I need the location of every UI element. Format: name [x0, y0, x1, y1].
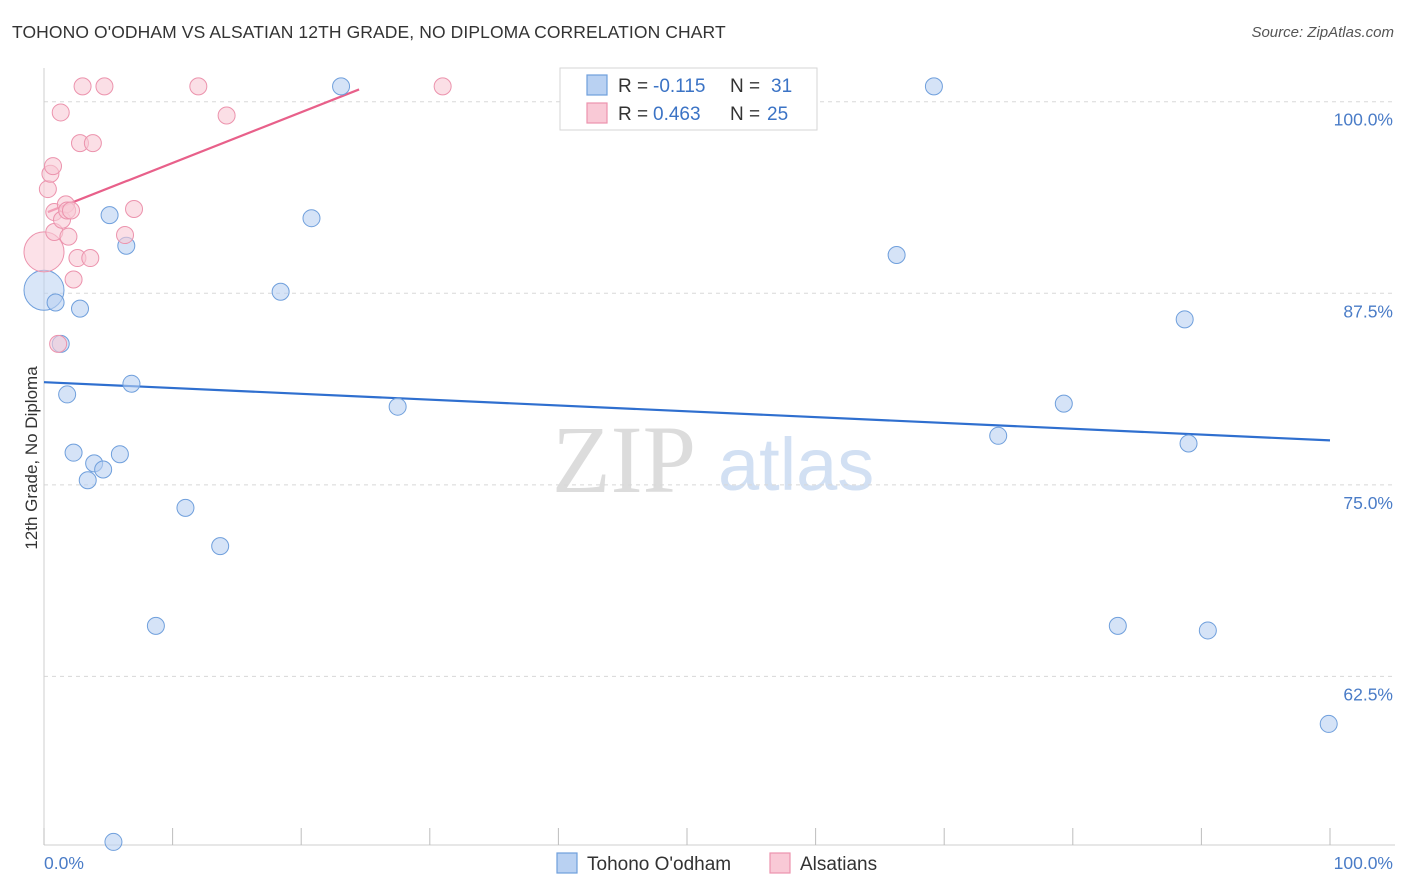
pink-point-23	[217, 106, 236, 125]
pink-point-7	[51, 103, 70, 122]
blue-point-25	[1054, 394, 1073, 413]
trend-lines	[43, 88, 1331, 442]
y-tick-label-0: 100.0%	[1334, 110, 1393, 130]
legend-swatch-pink	[586, 102, 608, 124]
blue-point-23	[924, 77, 943, 96]
pink-point-24	[433, 77, 452, 96]
pink-point-16	[73, 77, 92, 96]
blue-point-5	[71, 299, 90, 318]
blue-point-17	[271, 282, 290, 301]
chart-source: Source: ZipAtlas.com	[1251, 24, 1394, 41]
blue-point-30	[1319, 714, 1338, 733]
blue-point-16	[211, 537, 230, 556]
pink-point-20	[116, 226, 135, 245]
legend-n-value-pink: 25	[767, 104, 788, 125]
legend-n-label-blue: N =	[730, 76, 760, 97]
data-points	[23, 77, 1338, 851]
blue-point-11	[110, 445, 129, 464]
grid-lines	[44, 101, 1395, 677]
pink-point-17	[81, 249, 100, 268]
legend-r-label-pink: R =	[618, 104, 648, 125]
axes	[43, 68, 1395, 846]
blue-point-10	[104, 832, 123, 851]
blue-point-20	[388, 397, 407, 416]
pink-point-3	[44, 157, 63, 176]
pink-point-1	[38, 180, 57, 199]
blue-point-8	[94, 460, 113, 479]
legend-swatch-blue	[586, 74, 608, 96]
legend-box: R = -0.115 N = 31 R = 0.463 N = 25	[559, 67, 818, 131]
pink-point-11	[59, 227, 78, 246]
chart-title: TOHONO O'ODHAM VS ALSATIAN 12TH GRADE, N…	[12, 22, 726, 42]
blue-point-22	[887, 245, 906, 264]
bottom-legend-swatch-blue	[556, 852, 578, 874]
y-tick-label-2: 75.0%	[1343, 493, 1393, 513]
legend-n-value-blue: 31	[771, 76, 792, 97]
blue-point-18	[302, 209, 321, 228]
pink-point-13	[64, 270, 83, 289]
pink-point-6	[49, 334, 68, 353]
pink-point-19	[95, 77, 114, 96]
blue-point-14	[146, 616, 165, 635]
y-axis-label: 12th Grade, No Diploma	[22, 366, 41, 550]
legend-n-label-pink: N =	[730, 104, 760, 125]
pink-point-12	[62, 201, 81, 220]
watermark-zip: ZIP	[552, 406, 696, 513]
legend-r-value-blue: -0.115	[653, 76, 705, 97]
y-tick-label-1: 87.5%	[1343, 301, 1393, 321]
blue-point-13	[122, 374, 141, 393]
y-tick-label-3: 62.5%	[1343, 684, 1393, 704]
blue-point-3	[58, 385, 77, 404]
blue-point-27	[1175, 310, 1194, 329]
pink-trend-line	[47, 88, 360, 214]
legend-r-value-pink: 0.463	[653, 104, 701, 125]
blue-point-19	[332, 77, 351, 96]
legend-r-label-blue: R =	[618, 76, 648, 97]
blue-point-29	[1198, 621, 1217, 640]
x-axis-ticks	[43, 828, 1331, 845]
pink-point-21	[125, 199, 144, 218]
watermark-atlas: atlas	[718, 423, 874, 506]
blue-point-9	[100, 206, 119, 225]
pink-point-0	[23, 231, 65, 273]
y-axis-tick-labels: 100.0% 87.5% 75.0% 62.5%	[1334, 110, 1393, 705]
pink-point-22	[189, 77, 208, 96]
x-tick-label-min: 0.0%	[44, 853, 84, 873]
bottom-legend-swatch-pink	[769, 852, 791, 874]
blue-point-6	[78, 471, 97, 490]
blue-trend-line	[43, 381, 1331, 442]
bottom-legend: Tohono O'odham Alsatians	[556, 852, 877, 875]
bottom-legend-label-blue: Tohono O'odham	[587, 854, 731, 875]
blue-point-4	[64, 443, 83, 462]
blue-point-28	[1179, 434, 1198, 453]
blue-point-24	[989, 426, 1008, 445]
pink-point-18	[83, 134, 102, 153]
bottom-legend-label-pink: Alsatians	[800, 854, 877, 875]
x-tick-label-max: 100.0%	[1334, 853, 1393, 873]
blue-point-1	[46, 293, 65, 312]
blue-point-26	[1108, 616, 1127, 635]
blue-point-15	[176, 498, 195, 517]
